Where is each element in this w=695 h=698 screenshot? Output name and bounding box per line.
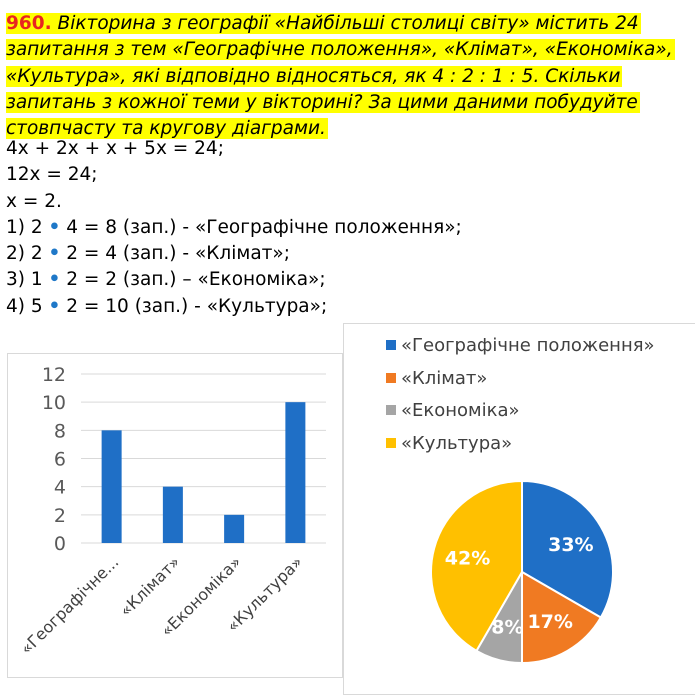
- y-tick-label: 8: [54, 420, 66, 442]
- step: 3) 1 • 2 = 2 (зап.) – «Економіка»;: [6, 267, 462, 293]
- y-tick-label: 12: [42, 364, 66, 386]
- step: 1) 2 • 4 = 8 (зап.) - «Географічне полож…: [6, 215, 462, 241]
- task-line: запитань з кожної теми у вікторині? За ц…: [6, 91, 640, 113]
- legend-label: «Культура»: [401, 433, 512, 454]
- step: 4) 5 • 2 = 10 (зап.) - «Культура»;: [6, 294, 462, 320]
- step: 2) 2 • 2 = 4 (зап.) - «Клімат»;: [6, 241, 462, 267]
- pie-slice: [430, 479, 523, 653]
- equation: x = 2.: [6, 190, 62, 212]
- multiply-dot: •: [48, 295, 61, 317]
- multiply-dot: •: [48, 216, 61, 238]
- step-part: 4) 5: [6, 295, 49, 317]
- legend-label: «Клімат»: [401, 368, 487, 389]
- pie-slice: [521, 570, 603, 665]
- y-tick-label: 4: [54, 477, 66, 499]
- step-part: 2 = 4 (зап.) - «Клімат»;: [60, 243, 290, 265]
- legend-swatch: [386, 438, 396, 448]
- bar: [162, 486, 183, 543]
- pie-label: 33%: [548, 534, 593, 556]
- task-number: 960.: [6, 13, 52, 34]
- y-tick-label: 10: [42, 392, 66, 414]
- task-text: 960. Вікторина з географії «Найбільші ст…: [6, 11, 675, 142]
- y-tick-label: 0: [54, 533, 66, 555]
- bar: [285, 402, 306, 543]
- legend-swatch: [386, 405, 396, 415]
- equation: 12x = 24;: [6, 164, 98, 186]
- solution: 4x + 2x + x + 5x = 24; 12x = 24; x = 2. …: [6, 136, 462, 320]
- task-line: Вікторина з географії «Найбільші столиці…: [57, 13, 639, 34]
- y-tick-label: 6: [54, 449, 66, 471]
- task-line: «Культура», які відповідно відносяться, …: [6, 65, 623, 87]
- bar: [224, 514, 245, 543]
- step-part: 2) 2: [6, 243, 49, 265]
- legend-label: «Економіка»: [401, 400, 520, 421]
- equation: 4x + 2x + x + 5x = 24;: [6, 138, 224, 159]
- x-tick-label: «Географічне...: [17, 552, 123, 658]
- pie-label: 42%: [445, 547, 490, 569]
- bar-chart: 0 2 4 6 8 10 12 «Географічне... «Клімат» «Економі…: [7, 353, 343, 678]
- multiply-dot: •: [48, 269, 61, 291]
- step-part: 1) 2: [6, 216, 49, 238]
- legend-swatch: [386, 373, 396, 383]
- task-line: запитання з тем «Географічне положення»,…: [6, 39, 675, 61]
- task-line: стовпчасту та кругову діаграми.: [6, 118, 328, 140]
- bar: [101, 430, 122, 543]
- pie-slice: [521, 479, 614, 619]
- step-part: 3) 1: [6, 269, 49, 291]
- pie-label: 17%: [527, 611, 572, 633]
- legend-label: «Географічне положення»: [401, 335, 655, 356]
- bar-chart-svg: 024681012«Географічне...«Клімат»«Економі…: [17, 364, 326, 658]
- y-tick-label: 2: [54, 505, 66, 527]
- legend-swatch: [386, 340, 396, 350]
- step-part: 2 = 10 (зап.) - «Культура»;: [60, 295, 328, 317]
- pie-label: 8%: [491, 616, 523, 638]
- step-part: 2 = 2 (зап.) – «Економіка»;: [60, 269, 326, 291]
- multiply-dot: •: [48, 243, 61, 265]
- pie-chart: «Географічне положення» «Клімат» «Економік…: [343, 323, 695, 695]
- pie-chart-svg: «Географічне положення» «Клімат» «Економік…: [386, 335, 655, 665]
- step-part: 4 = 8 (зап.) - «Географічне положення»;: [60, 216, 462, 238]
